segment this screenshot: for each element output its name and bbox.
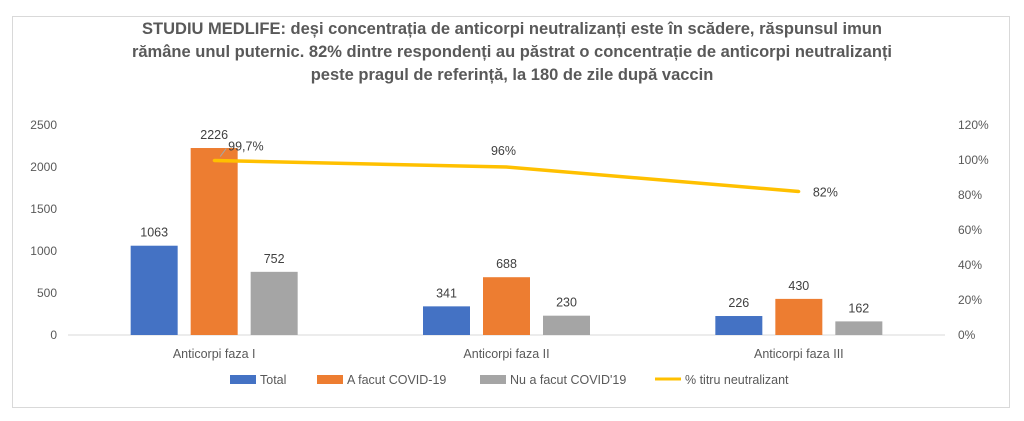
bar [190,148,238,335]
line-point [797,190,801,193]
bar [775,298,823,335]
bar [130,245,178,335]
line-data-label: 99,7% [228,140,263,154]
line-series [214,158,799,194]
legend-swatch [230,375,256,384]
legend-swatch [480,375,506,384]
y-right-tick-label: 100% [958,153,989,167]
y-left-tick-label: 1500 [30,202,57,216]
legend-label: Total [260,373,286,387]
category-label: Anticorpi faza III [754,347,844,361]
legend-label: % titru neutralizant [685,373,789,387]
chart-frame [12,16,1010,408]
chart-title: STUDIU MEDLIFE: deși concentrația de ant… [0,18,1024,87]
bar-data-label: 341 [436,286,457,300]
bar [715,316,763,335]
bar-data-label: 230 [556,296,577,310]
line-data-label: 96% [491,144,516,158]
y-right-tick-label: 40% [958,258,982,272]
y-right-tick-label: 120% [958,118,989,132]
y-left-tick-label: 2500 [30,118,57,132]
legend-label: A facut COVID-19 [347,373,446,387]
y-right-tick-label: 80% [958,188,982,202]
bar-data-label: 2226 [200,128,228,142]
bar [250,271,298,335]
legend-label: Nu a facut COVID'19 [510,373,626,387]
category-label: Anticorpi faza II [463,347,549,361]
bar-data-label: 1063 [140,226,168,240]
line-point [505,165,508,169]
y-left-tick-label: 500 [37,286,57,300]
bar [543,315,590,335]
label-leader-line [219,148,227,157]
y-left-tick-label: 1000 [30,244,57,258]
chart-title-line-2: rămâne unul puternic. 82% dintre respond… [131,43,893,61]
bar-data-label: 430 [788,279,809,293]
y-right-tick-label: 60% [958,223,982,237]
line-point [212,159,216,163]
chart-title-line-3: peste pragul de referință, la 180 de zil… [310,66,714,84]
category-label: Anticorpi faza I [173,347,256,361]
y-left-tick-label: 0 [50,328,57,342]
y-right-tick-label: 20% [958,293,982,307]
bar-data-label: 162 [848,301,869,315]
bar-data-label: 752 [264,252,285,266]
bar [835,321,883,335]
bar-data-label: 226 [728,296,749,310]
line-data-label: 82% [813,186,838,200]
chart-title-line-1: STUDIU MEDLIFE: deși concentrația de ant… [142,20,882,38]
y-left-tick-label: 2000 [30,160,57,174]
legend-swatch [317,375,343,384]
bar [483,277,530,335]
y-right-tick-label: 0% [958,328,976,342]
bar [423,306,470,335]
bar-data-label: 688 [496,257,517,271]
